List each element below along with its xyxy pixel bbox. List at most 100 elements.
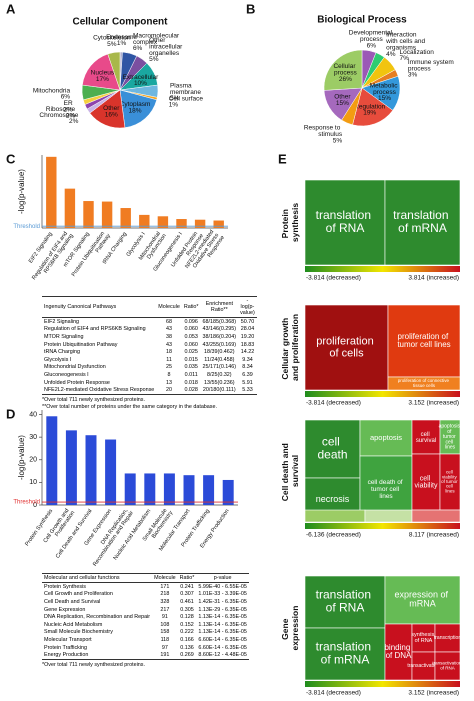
data-table: Ingenuity Canonical Pathways Molecule Rati…	[42, 296, 257, 395]
table-row: MTOR Signaling 38 0.053 38/186(0.204) 19.20	[42, 333, 257, 341]
table-row: Nucleic Acid Metabolism 108 0.152 1.13E-14 …	[42, 621, 249, 629]
bar	[46, 156, 57, 228]
table-row: NFE2L2-mediated Oxidative Stress Respons…	[42, 386, 257, 395]
bar	[183, 475, 195, 505]
table-row: Mitochondrial Dysfunction 25 0.035 25/171(0…	[42, 364, 257, 372]
treemap-tile	[411, 419, 441, 455]
text-line: intracellular	[149, 43, 184, 50]
table-row: Cell Growth and Proliferation 218 0.307 1.0…	[42, 591, 249, 599]
table-cell: 1.13E-14 - 6.35E-05	[198, 629, 247, 636]
table-cell: 18.83	[240, 341, 255, 348]
table-row: EIF2 Signaling 68 0.096 68/185(0.368) 50.70	[42, 318, 257, 326]
scale-label: 3.814 (increased)	[408, 275, 459, 282]
text-line: Other	[149, 37, 167, 44]
table-cell: 0.053	[184, 333, 198, 340]
scale-label: 3.152 (increased)	[408, 690, 459, 697]
slice-value: 10%	[134, 80, 147, 87]
tile-label: necrosis	[316, 494, 350, 504]
slice-value: 16%	[105, 111, 118, 118]
table-cell: tRNA Charging	[44, 349, 80, 356]
panel-label: C	[6, 151, 16, 166]
table-cell: DNA Replication, Recombination and Repai…	[44, 614, 151, 621]
table-cell: 0.060	[184, 341, 198, 348]
text-line: of cells	[329, 347, 364, 359]
table-cell: 25	[166, 364, 173, 371]
text-line: Cellular growth	[280, 315, 290, 379]
slice-value: 17%	[96, 76, 109, 83]
tile-label: translation of RNA	[316, 208, 375, 235]
text-line: and proliferation	[290, 314, 300, 381]
y-tick-label: 0	[33, 502, 37, 509]
table-cell: 19.20	[240, 333, 255, 340]
text-line: Mitochondria	[33, 87, 71, 94]
color-scale	[305, 266, 460, 272]
scale-label: -6.136 (decreased)	[306, 532, 361, 539]
text-line: lines	[379, 493, 393, 500]
text-line: of	[447, 429, 453, 435]
table-cell: NFE2L2-mediated Oxidative Stress Respons…	[42, 386, 157, 395]
slice-label: Nucleus	[91, 69, 115, 76]
y-axis-label: -log(p-value)	[17, 169, 26, 214]
slice-label: Immune system process	[408, 59, 456, 73]
slice-value: 2%	[66, 112, 76, 119]
table-cell: 0.307	[180, 591, 194, 598]
text-line: tumor cell	[371, 486, 401, 493]
text-line: Other	[334, 93, 351, 100]
tile-label: transactivation of RNA	[432, 661, 462, 671]
slice-label: Chromosome	[39, 111, 78, 118]
text-line: lines	[445, 489, 455, 494]
text-line: organisms	[386, 44, 417, 51]
tile-label: expression of mRNA	[394, 590, 450, 609]
text-line: of DNA	[386, 651, 412, 660]
table-cell: 6.39	[242, 371, 253, 378]
treemap-tile	[384, 623, 413, 681]
table-row: Protein Synthesis 171 0.241 5.99E-40 - 6.55…	[42, 583, 249, 591]
treemap-tile	[304, 304, 389, 391]
table-note: *Over total 711 newly synthesized protei…	[42, 661, 145, 668]
bar	[222, 479, 234, 505]
text-line: translation	[393, 208, 452, 222]
text-line: of mRNA	[321, 652, 370, 666]
table-cell: 0.128	[180, 614, 194, 621]
table-cell: 6.60E-14 - 6.35E-05	[198, 644, 247, 651]
data-table: Molecular and cellular functions Molecule…	[42, 573, 249, 660]
text-line: proliferation of connective	[398, 378, 451, 383]
column-header: Molecule	[156, 296, 182, 318]
header-row: Molecular and cellular functions Molecule…	[42, 573, 249, 583]
text-line: tumor cell lines	[397, 340, 450, 349]
text-line: Regulation	[354, 103, 385, 110]
header-row: Ingenuity Canonical Pathways Molecule Rati…	[42, 296, 257, 318]
slice-label: Response to stimulus	[304, 124, 343, 138]
text-line: Ribosome	[46, 106, 76, 113]
slice-value: 5%	[149, 56, 159, 63]
table-cell: Unfolded Protein Response	[44, 379, 110, 386]
bar	[101, 201, 113, 228]
text-line: Cell death and	[280, 441, 290, 501]
slice-value: 6%	[133, 45, 143, 52]
table-cell: 13/55(0.236)	[204, 379, 235, 386]
table-cell: 68/185(0.368)	[202, 318, 237, 325]
text-line: transcription	[434, 635, 461, 641]
color-scale	[305, 523, 460, 529]
text-line: Immune system	[408, 59, 456, 66]
text-line: apoptosis	[370, 433, 402, 442]
table-cell: 13	[166, 379, 173, 386]
text-line: cell	[420, 475, 432, 482]
tile-label: translation of RNA	[316, 588, 375, 615]
text-line: stimulus	[318, 131, 343, 138]
text-line: cell	[446, 470, 454, 475]
text-line: translation	[316, 208, 375, 222]
slice-value: 5%	[170, 95, 180, 102]
bar	[46, 416, 58, 505]
pie-slice	[107, 51, 121, 91]
column-header: Ratio*	[177, 573, 197, 583]
column-header: Enrichment Ratio**	[200, 296, 239, 318]
treemap-tile	[304, 627, 386, 681]
text-line: necrosis	[316, 494, 350, 504]
slice-label: ER	[64, 100, 73, 107]
treemap-tile	[304, 179, 386, 266]
table-row: Molecular Transport 118 0.166 6.60E-14 - 6.…	[42, 636, 249, 644]
table-cell: 0.028	[181, 386, 201, 395]
table-note: *Over total 711 newly synthesized protei…	[42, 396, 145, 403]
